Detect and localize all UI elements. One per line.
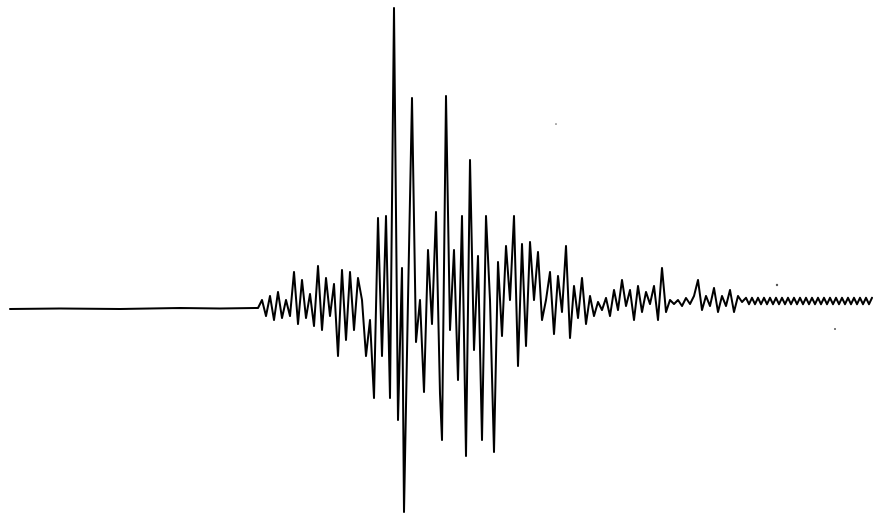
speck-mark [555,123,557,125]
speck-mark [775,283,779,287]
seismogram-trace-line [9,7,873,513]
speck-mark [834,328,836,330]
